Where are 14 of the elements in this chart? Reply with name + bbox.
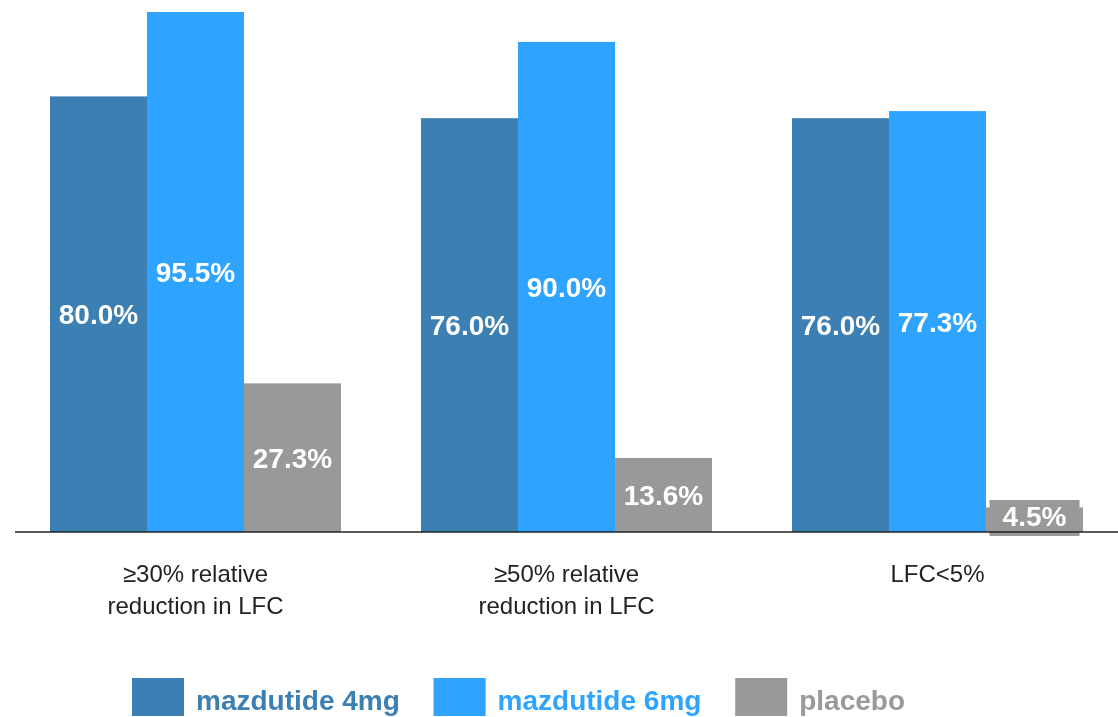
legend-label: mazdutide 4mg — [196, 685, 400, 716]
data-label: 90.0% — [526, 271, 607, 303]
legend-label: mazdutide 6mg — [497, 685, 702, 716]
data-label: 13.6% — [623, 479, 704, 511]
data-label: 80.0% — [58, 299, 139, 331]
legend-label: placebo — [799, 685, 906, 716]
x-tick-label: LFC<5% — [890, 560, 985, 587]
data-label: 76.0% — [800, 310, 881, 342]
data-label: 95.5% — [155, 257, 236, 288]
data-label: 76.0% — [429, 310, 510, 342]
x-tick-label: ≥30% relative reduction in LFC — [107, 560, 284, 619]
data-label: 27.3% — [252, 442, 333, 474]
data-label: 77.3% — [897, 306, 978, 338]
x-tick-label: ≥50% relative reduction in LFC — [478, 560, 655, 619]
